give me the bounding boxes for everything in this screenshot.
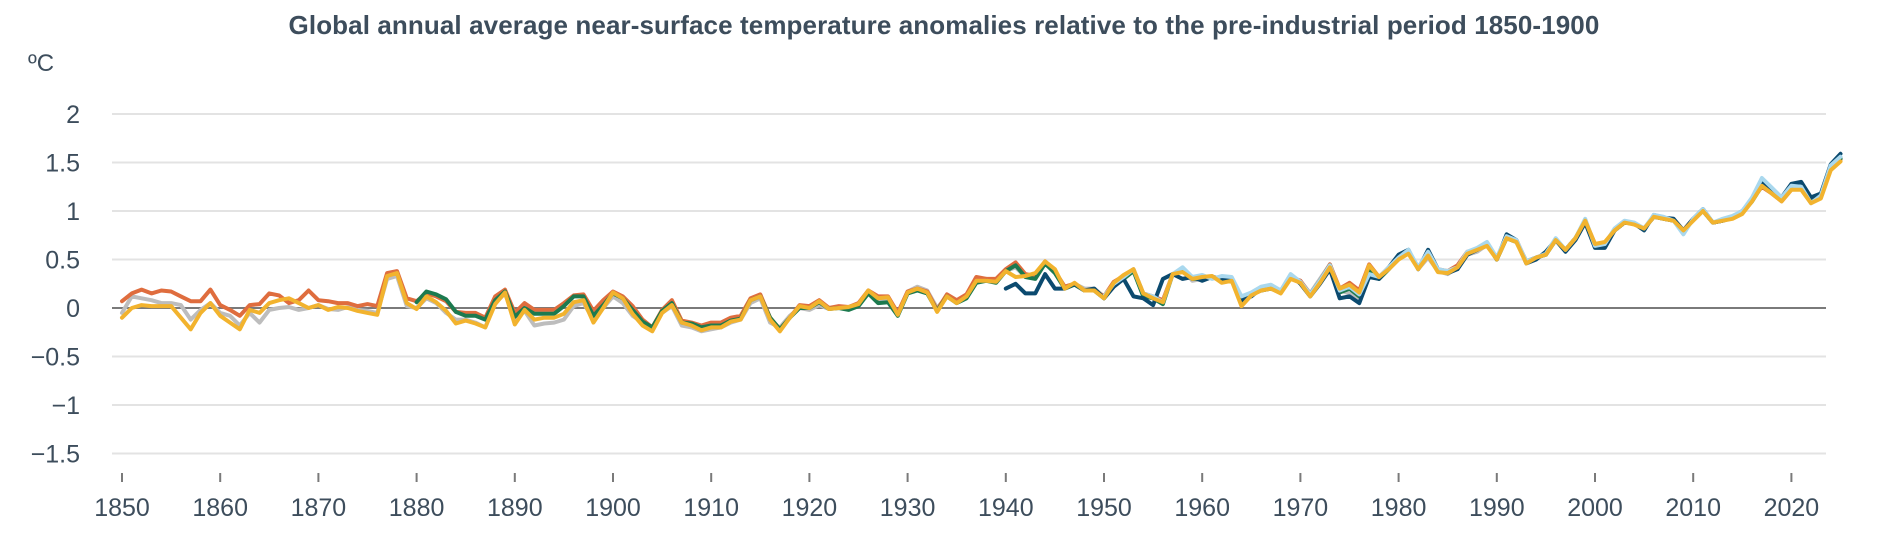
gridlines	[112, 113, 1826, 455]
x-tick-label: 2020	[1764, 494, 1820, 522]
x-tick-label: 2000	[1567, 494, 1623, 522]
x-tick-label: 1890	[487, 494, 543, 522]
y-axis-ticks: 2 1.5 1 0.5 0 −0.5 −1 −1.5	[31, 101, 80, 469]
x-tick-label: 1880	[389, 494, 445, 522]
x-tick-label: 1870	[291, 494, 347, 522]
lightblue-series-line	[1102, 154, 1843, 305]
x-tick-label: 1930	[880, 494, 936, 522]
x-tick-label: 1850	[94, 494, 150, 522]
x-tick-label: 1960	[1174, 494, 1230, 522]
y-tick-label: −1.5	[31, 441, 80, 469]
y-tick-label: −1	[51, 392, 80, 420]
x-tick-label: 1900	[585, 494, 641, 522]
x-tick-label: 1940	[978, 494, 1034, 522]
x-tick-label: 1970	[1273, 494, 1329, 522]
y-tick-label: 1.5	[45, 150, 80, 178]
x-tick-label: 2010	[1665, 494, 1721, 522]
data-series	[120, 151, 1843, 334]
x-tick-label: 1950	[1076, 494, 1132, 522]
y-tick-label: 1	[66, 198, 80, 226]
y-tick-label: 0.5	[45, 247, 80, 275]
navy-series-line	[1003, 151, 1843, 308]
y-tick-label: 0	[66, 295, 80, 323]
x-tick-label: 1910	[683, 494, 739, 522]
x-axis-ticks: 1850 1860 1870 1880 1890 1900 1910 1920 1930 1940…	[94, 473, 1819, 522]
x-tick-label: 1990	[1469, 494, 1525, 522]
chart-title: Global annual average near-surface tempe…	[288, 10, 1600, 40]
yellow-series-line	[120, 159, 1843, 334]
x-tick-label: 1920	[782, 494, 838, 522]
y-axis-unit-label: ºC	[28, 50, 55, 77]
y-tick-label: 2	[66, 101, 80, 129]
x-tick-label: 1980	[1371, 494, 1427, 522]
x-tick-label: 1860	[192, 494, 248, 522]
y-tick-label: −0.5	[31, 344, 80, 372]
